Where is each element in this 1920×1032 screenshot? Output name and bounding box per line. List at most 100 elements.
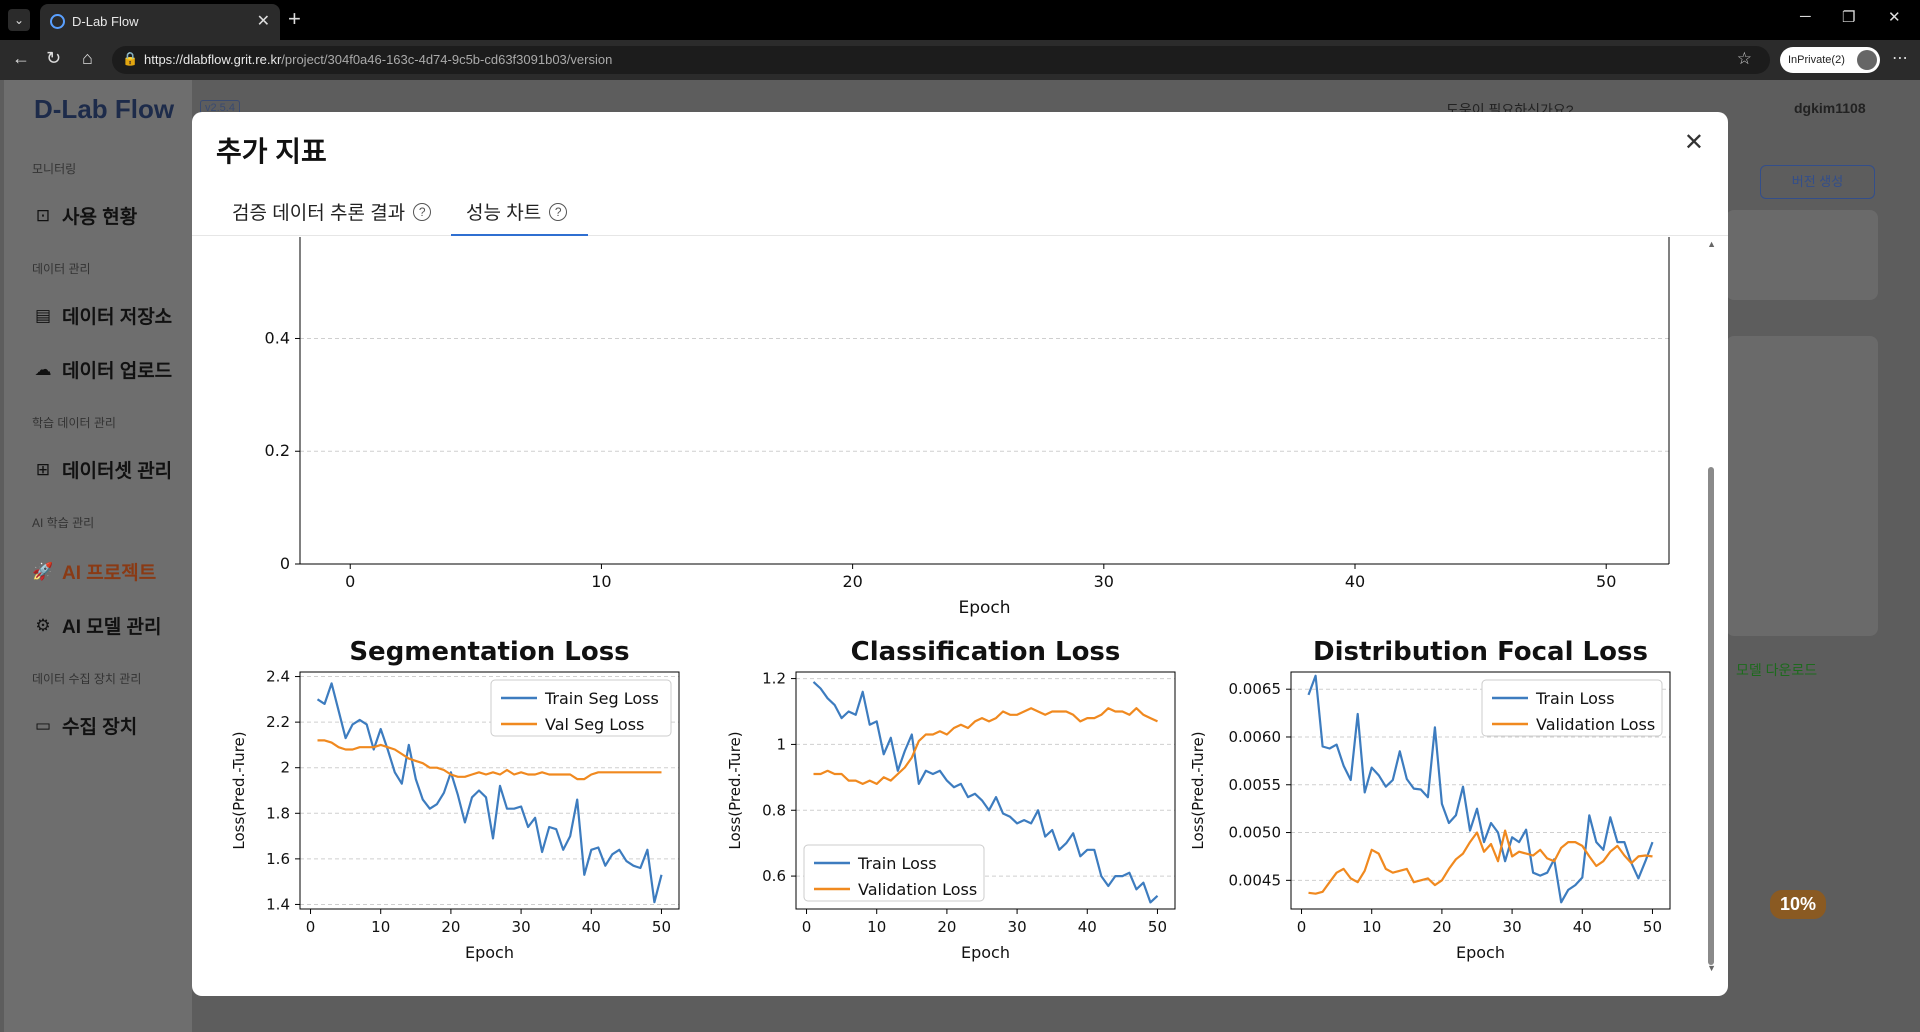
sidebar-item-usage[interactable]: ⊡ 사용 현황 (32, 202, 137, 229)
browser-tab-title: D-Lab Flow (72, 14, 139, 29)
url-field[interactable]: 🔒 https://dlabflow.grit.re.kr/project/30… (112, 46, 1770, 74)
x-tick-label: 10 (371, 918, 390, 936)
monitor-chart-icon: ⊡ (35, 205, 51, 225)
chart-title: Classification Loss (851, 637, 1121, 667)
back-arrow-icon[interactable]: ← (12, 48, 30, 68)
y-tick-label: 0.0065 (1229, 680, 1282, 698)
y-tick-label: 0.0060 (1229, 728, 1282, 746)
x-tick-label: 0 (1297, 918, 1307, 936)
storage-icon: ▤ (34, 305, 52, 325)
x-tick-label: 50 (1148, 918, 1167, 936)
y-tick-label: 2 (280, 759, 290, 777)
x-axis-label: Epoch (961, 943, 1010, 962)
more-menu-icon[interactable]: ⋯ (1892, 50, 1908, 67)
y-tick-label: 1.6 (266, 850, 290, 868)
x-tick-label: 20 (937, 918, 956, 936)
x-tick-label: 20 (842, 572, 862, 591)
y-axis-label: Loss(Pred.-Ture) (230, 731, 248, 849)
plot-frame (299, 671, 680, 910)
browser-tab-bar: ⌄ D-Lab Flow ✕ + ─ ❐ ✕ (0, 0, 1920, 40)
x-tick-label: 30 (512, 918, 531, 936)
y-tick-label: 0.0045 (1229, 871, 1282, 889)
create-version-button[interactable]: 버전 생성 (1760, 165, 1875, 199)
modal-tabs: 검증 데이터 추론 결과? 성능 차트? (192, 182, 1728, 236)
tab-validation-inference[interactable]: 검증 데이터 추론 결과? (232, 198, 432, 225)
minimize-icon[interactable]: ─ (1800, 8, 1811, 25)
legend-box (803, 844, 985, 902)
legend-box (490, 679, 672, 737)
address-bar: ← ↻ ⌂ 🔒 https://dlabflow.grit.re.kr/proj… (0, 40, 1920, 80)
additional-metrics-modal: 추가 지표 ✕ 검증 데이터 추론 결과? 성능 차트? 0 0.2 0.4 0 10 2… (192, 112, 1728, 996)
profile-label: InPrivate(2) (1788, 54, 1845, 66)
reload-icon[interactable]: ↻ (46, 48, 62, 68)
series-line (813, 707, 1158, 786)
sidebar-item-upload[interactable]: ☁ 데이터 업로드 (32, 356, 173, 383)
close-tab-icon[interactable]: ✕ (256, 13, 270, 30)
series-line (1307, 674, 1654, 904)
x-tick-label: 10 (591, 572, 611, 591)
app-logo[interactable]: D-Lab Flow (34, 94, 175, 124)
avatar (1857, 50, 1877, 70)
sidebar-section-training-data: 학습 데이터 관리 (32, 416, 116, 430)
x-tick-label: 10 (1362, 918, 1381, 936)
y-tick-label: 2.4 (266, 668, 290, 686)
scrollbar-thumb[interactable] (1708, 467, 1714, 965)
y-axis-label: Loss(Pred.-Ture) (726, 731, 744, 849)
legend-label: Val Seg Loss (545, 715, 644, 734)
user-name[interactable]: dgkim1108 (1794, 100, 1866, 116)
chart-title: Segmentation Loss (349, 637, 629, 667)
scroll-down-arrow-icon[interactable]: ▼ (1707, 963, 1716, 973)
sidebar: D-Lab Flow v2.5.4 모니터링 ⊡ 사용 현황 데이터 관리 ▤ 데이… (4, 80, 240, 1032)
x-tick-label: 40 (1573, 918, 1592, 936)
y-tick-label: 0 (280, 554, 290, 573)
inprivate-profile-button[interactable]: InPrivate(2) (1780, 47, 1880, 73)
plot-frame (1290, 671, 1671, 910)
sidebar-item-ai-model[interactable]: ⚙ AI 모델 관리 (32, 612, 161, 639)
sidebar-item-dataset[interactable]: ⊞ 데이터셋 관리 (32, 456, 172, 483)
chart-scroll-area[interactable]: 0 0.2 0.4 0 10 20 30 40 50 Epoch 1.4 1.6 1.8 2 2.2 2.4 0… (192, 237, 1728, 996)
legend-label: Validation Loss (1536, 715, 1655, 734)
help-circle-icon[interactable]: ? (413, 202, 432, 221)
cloud-upload-icon: ☁ (34, 359, 52, 379)
x-tick-label: 0 (345, 572, 355, 591)
y-tick-label: 0.4 (265, 328, 290, 347)
model-download-link[interactable]: 모델 다운로드 (1736, 662, 1818, 678)
window-close-icon[interactable]: ✕ (1888, 9, 1901, 26)
x-axis-label: Epoch (465, 943, 514, 962)
tab-actions-chevron-icon[interactable]: ⌄ (8, 9, 30, 31)
new-tab-plus-icon[interactable]: + (288, 6, 301, 31)
model-icon: ⚙ (35, 615, 51, 635)
x-tick-label: 20 (1432, 918, 1451, 936)
restore-icon[interactable]: ❐ (1842, 9, 1856, 26)
legend-label: Train Loss (857, 854, 937, 873)
y-axis-label: Loss(Pred.-Ture) (1189, 731, 1207, 849)
scroll-up-arrow-icon[interactable]: ▲ (1707, 239, 1716, 249)
sidebar-section-data: 데이터 관리 (32, 262, 91, 276)
sidebar-section-device: 데이터 수집 장치 관리 (32, 672, 142, 686)
progress-badge: 10% (1770, 890, 1827, 919)
sidebar-item-device[interactable]: ▭ 수집 장치 (32, 712, 137, 739)
favorite-star-icon[interactable]: ☆ (1736, 49, 1752, 68)
x-tick-label: 0 (802, 918, 812, 936)
x-axis-label: Epoch (958, 598, 1010, 618)
close-icon[interactable]: ✕ (1683, 129, 1704, 156)
help-circle-icon[interactable]: ? (549, 202, 568, 221)
sidebar-item-storage[interactable]: ▤ 데이터 저장소 (32, 302, 172, 329)
dataset-icon: ⊞ (35, 459, 51, 479)
y-tick-label: 0.6 (762, 867, 786, 885)
x-tick-label: 30 (1008, 918, 1027, 936)
x-tick-label: 50 (1596, 572, 1616, 591)
legend-box (1481, 679, 1663, 737)
x-tick-label: 30 (1094, 572, 1114, 591)
legend-label: Train Seg Loss (544, 689, 659, 708)
x-tick-label: 40 (582, 918, 601, 936)
home-icon[interactable]: ⌂ (82, 48, 93, 68)
browser-tab[interactable]: D-Lab Flow ✕ (40, 4, 280, 40)
sidebar-item-ai-project[interactable]: 🚀 AI 프로젝트 (32, 561, 157, 585)
tab-performance-chart[interactable]: 성능 차트? (466, 198, 568, 225)
sidebar-section-monitoring: 모니터링 (32, 162, 77, 176)
scrollbar[interactable]: ▲ ▼ (1707, 237, 1722, 977)
x-tick-label: 50 (652, 918, 671, 936)
legend-label: Train Loss (1535, 689, 1615, 708)
modal-title: 추가 지표 (216, 136, 327, 167)
